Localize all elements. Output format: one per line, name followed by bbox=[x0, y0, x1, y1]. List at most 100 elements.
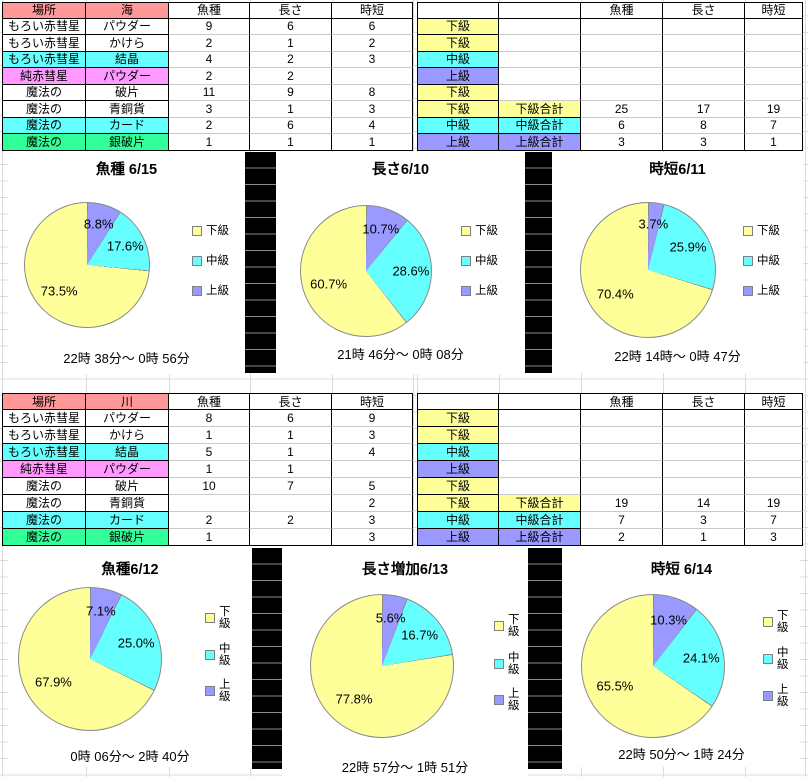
cell-total-time[interactable]: 1 bbox=[745, 134, 803, 151]
cell-item[interactable]: 破片 bbox=[86, 478, 169, 495]
cell-length[interactable]: 1 bbox=[250, 134, 332, 151]
cell-total-time[interactable]: 19 bbox=[745, 101, 803, 118]
cell-place[interactable]: もろい赤彗星 bbox=[2, 444, 86, 461]
cell-grade[interactable]: 下級 bbox=[417, 101, 499, 118]
cell-grade[interactable]: 下級 bbox=[417, 410, 499, 427]
cell-time[interactable]: 4 bbox=[332, 444, 413, 461]
cell-total-fish[interactable]: 2 bbox=[581, 529, 663, 546]
cell-total-fish[interactable] bbox=[581, 444, 663, 461]
cell-length[interactable] bbox=[250, 495, 332, 512]
cell-grade[interactable]: 下級 bbox=[417, 495, 499, 512]
cell-total-time[interactable]: 19 bbox=[745, 495, 803, 512]
cell-total-label[interactable]: 上級合計 bbox=[499, 134, 581, 151]
cell-place[interactable]: もろい赤彗星 bbox=[2, 18, 86, 35]
header-time-right[interactable]: 時短 bbox=[745, 393, 803, 410]
header-grade-col[interactable] bbox=[417, 2, 499, 19]
cell-length[interactable]: 9 bbox=[250, 84, 332, 101]
cell-total-fish[interactable] bbox=[581, 427, 663, 444]
cell-total-fish[interactable] bbox=[581, 478, 663, 495]
cell-item[interactable]: 銀破片 bbox=[86, 529, 169, 546]
cell-total-fish[interactable] bbox=[581, 410, 663, 427]
cell-time[interactable]: 5 bbox=[332, 478, 413, 495]
header-length-right[interactable]: 長さ bbox=[663, 2, 745, 19]
cell-total-label[interactable] bbox=[499, 427, 581, 444]
cell-length[interactable] bbox=[250, 529, 332, 546]
cell-total-label[interactable] bbox=[499, 478, 581, 495]
cell-item[interactable]: かけら bbox=[86, 35, 169, 52]
cell-total-label[interactable] bbox=[499, 35, 581, 52]
cell-total-time[interactable]: 7 bbox=[745, 117, 803, 134]
cell-total-label[interactable] bbox=[499, 410, 581, 427]
cell-time[interactable]: 1 bbox=[332, 134, 413, 151]
cell-place[interactable]: 魔法の bbox=[2, 529, 86, 546]
cell-total-time[interactable] bbox=[745, 51, 803, 68]
cell-fish[interactable]: 2 bbox=[169, 512, 250, 529]
header-total-col[interactable] bbox=[499, 393, 581, 410]
cell-place[interactable]: もろい赤彗星 bbox=[2, 51, 86, 68]
header-place[interactable]: 場所 bbox=[2, 2, 86, 19]
cell-total-time[interactable]: 3 bbox=[745, 529, 803, 546]
cell-place[interactable]: 魔法の bbox=[2, 478, 86, 495]
cell-grade[interactable]: 中級 bbox=[417, 51, 499, 68]
cell-total-length[interactable] bbox=[663, 18, 745, 35]
header-fish[interactable]: 魚種 bbox=[169, 393, 250, 410]
cell-place[interactable]: 純赤彗星 bbox=[2, 68, 86, 85]
cell-total-fish[interactable] bbox=[581, 51, 663, 68]
cell-time[interactable]: 6 bbox=[332, 18, 413, 35]
header-place[interactable]: 場所 bbox=[2, 393, 86, 410]
cell-length[interactable]: 2 bbox=[250, 68, 332, 85]
cell-total-time[interactable] bbox=[745, 478, 803, 495]
cell-item[interactable]: パウダー bbox=[86, 68, 169, 85]
cell-total-length[interactable] bbox=[663, 84, 745, 101]
cell-time[interactable]: 2 bbox=[332, 35, 413, 52]
cell-total-time[interactable] bbox=[745, 84, 803, 101]
cell-total-label[interactable] bbox=[499, 51, 581, 68]
cell-item[interactable]: かけら bbox=[86, 427, 169, 444]
cell-total-length[interactable] bbox=[663, 35, 745, 52]
cell-fish[interactable]: 1 bbox=[169, 427, 250, 444]
cell-grade[interactable]: 下級 bbox=[417, 35, 499, 52]
cell-item[interactable]: 銀破片 bbox=[86, 134, 169, 151]
cell-total-label[interactable] bbox=[499, 68, 581, 85]
cell-total-fish[interactable] bbox=[581, 18, 663, 35]
header-time[interactable]: 時短 bbox=[332, 2, 413, 19]
cell-fish[interactable]: 1 bbox=[169, 529, 250, 546]
cell-fish[interactable]: 2 bbox=[169, 117, 250, 134]
cell-total-time[interactable] bbox=[745, 461, 803, 478]
cell-place[interactable]: 魔法の bbox=[2, 134, 86, 151]
header-length-right[interactable]: 長さ bbox=[663, 393, 745, 410]
header-time-right[interactable]: 時短 bbox=[745, 2, 803, 19]
cell-place[interactable]: 魔法の bbox=[2, 117, 86, 134]
cell-total-length[interactable]: 8 bbox=[663, 117, 745, 134]
cell-total-length[interactable]: 3 bbox=[663, 512, 745, 529]
cell-place[interactable]: 魔法の bbox=[2, 101, 86, 118]
cell-length[interactable]: 6 bbox=[250, 117, 332, 134]
header-env[interactable]: 海 bbox=[86, 2, 169, 19]
cell-grade[interactable]: 上級 bbox=[417, 461, 499, 478]
cell-place[interactable]: もろい赤彗星 bbox=[2, 427, 86, 444]
cell-item[interactable]: 破片 bbox=[86, 84, 169, 101]
cell-grade[interactable]: 下級 bbox=[417, 478, 499, 495]
cell-item[interactable]: 青銅貨 bbox=[86, 495, 169, 512]
cell-place[interactable]: 魔法の bbox=[2, 84, 86, 101]
cell-total-label[interactable] bbox=[499, 84, 581, 101]
cell-time[interactable]: 4 bbox=[332, 117, 413, 134]
cell-fish[interactable]: 2 bbox=[169, 35, 250, 52]
cell-total-fish[interactable] bbox=[581, 35, 663, 52]
cell-total-label[interactable] bbox=[499, 461, 581, 478]
cell-place[interactable]: 魔法の bbox=[2, 512, 86, 529]
cell-length[interactable]: 1 bbox=[250, 444, 332, 461]
cell-grade[interactable]: 上級 bbox=[417, 68, 499, 85]
cell-total-length[interactable] bbox=[663, 51, 745, 68]
header-fish-right[interactable]: 魚種 bbox=[581, 2, 663, 19]
cell-time[interactable]: 3 bbox=[332, 529, 413, 546]
cell-total-length[interactable]: 14 bbox=[663, 495, 745, 512]
header-time[interactable]: 時短 bbox=[332, 393, 413, 410]
cell-fish[interactable]: 11 bbox=[169, 84, 250, 101]
cell-total-time[interactable] bbox=[745, 35, 803, 52]
cell-time[interactable]: 3 bbox=[332, 427, 413, 444]
cell-total-length[interactable]: 3 bbox=[663, 134, 745, 151]
cell-item[interactable]: パウダー bbox=[86, 18, 169, 35]
cell-grade[interactable]: 上級 bbox=[417, 134, 499, 151]
cell-total-time[interactable] bbox=[745, 68, 803, 85]
